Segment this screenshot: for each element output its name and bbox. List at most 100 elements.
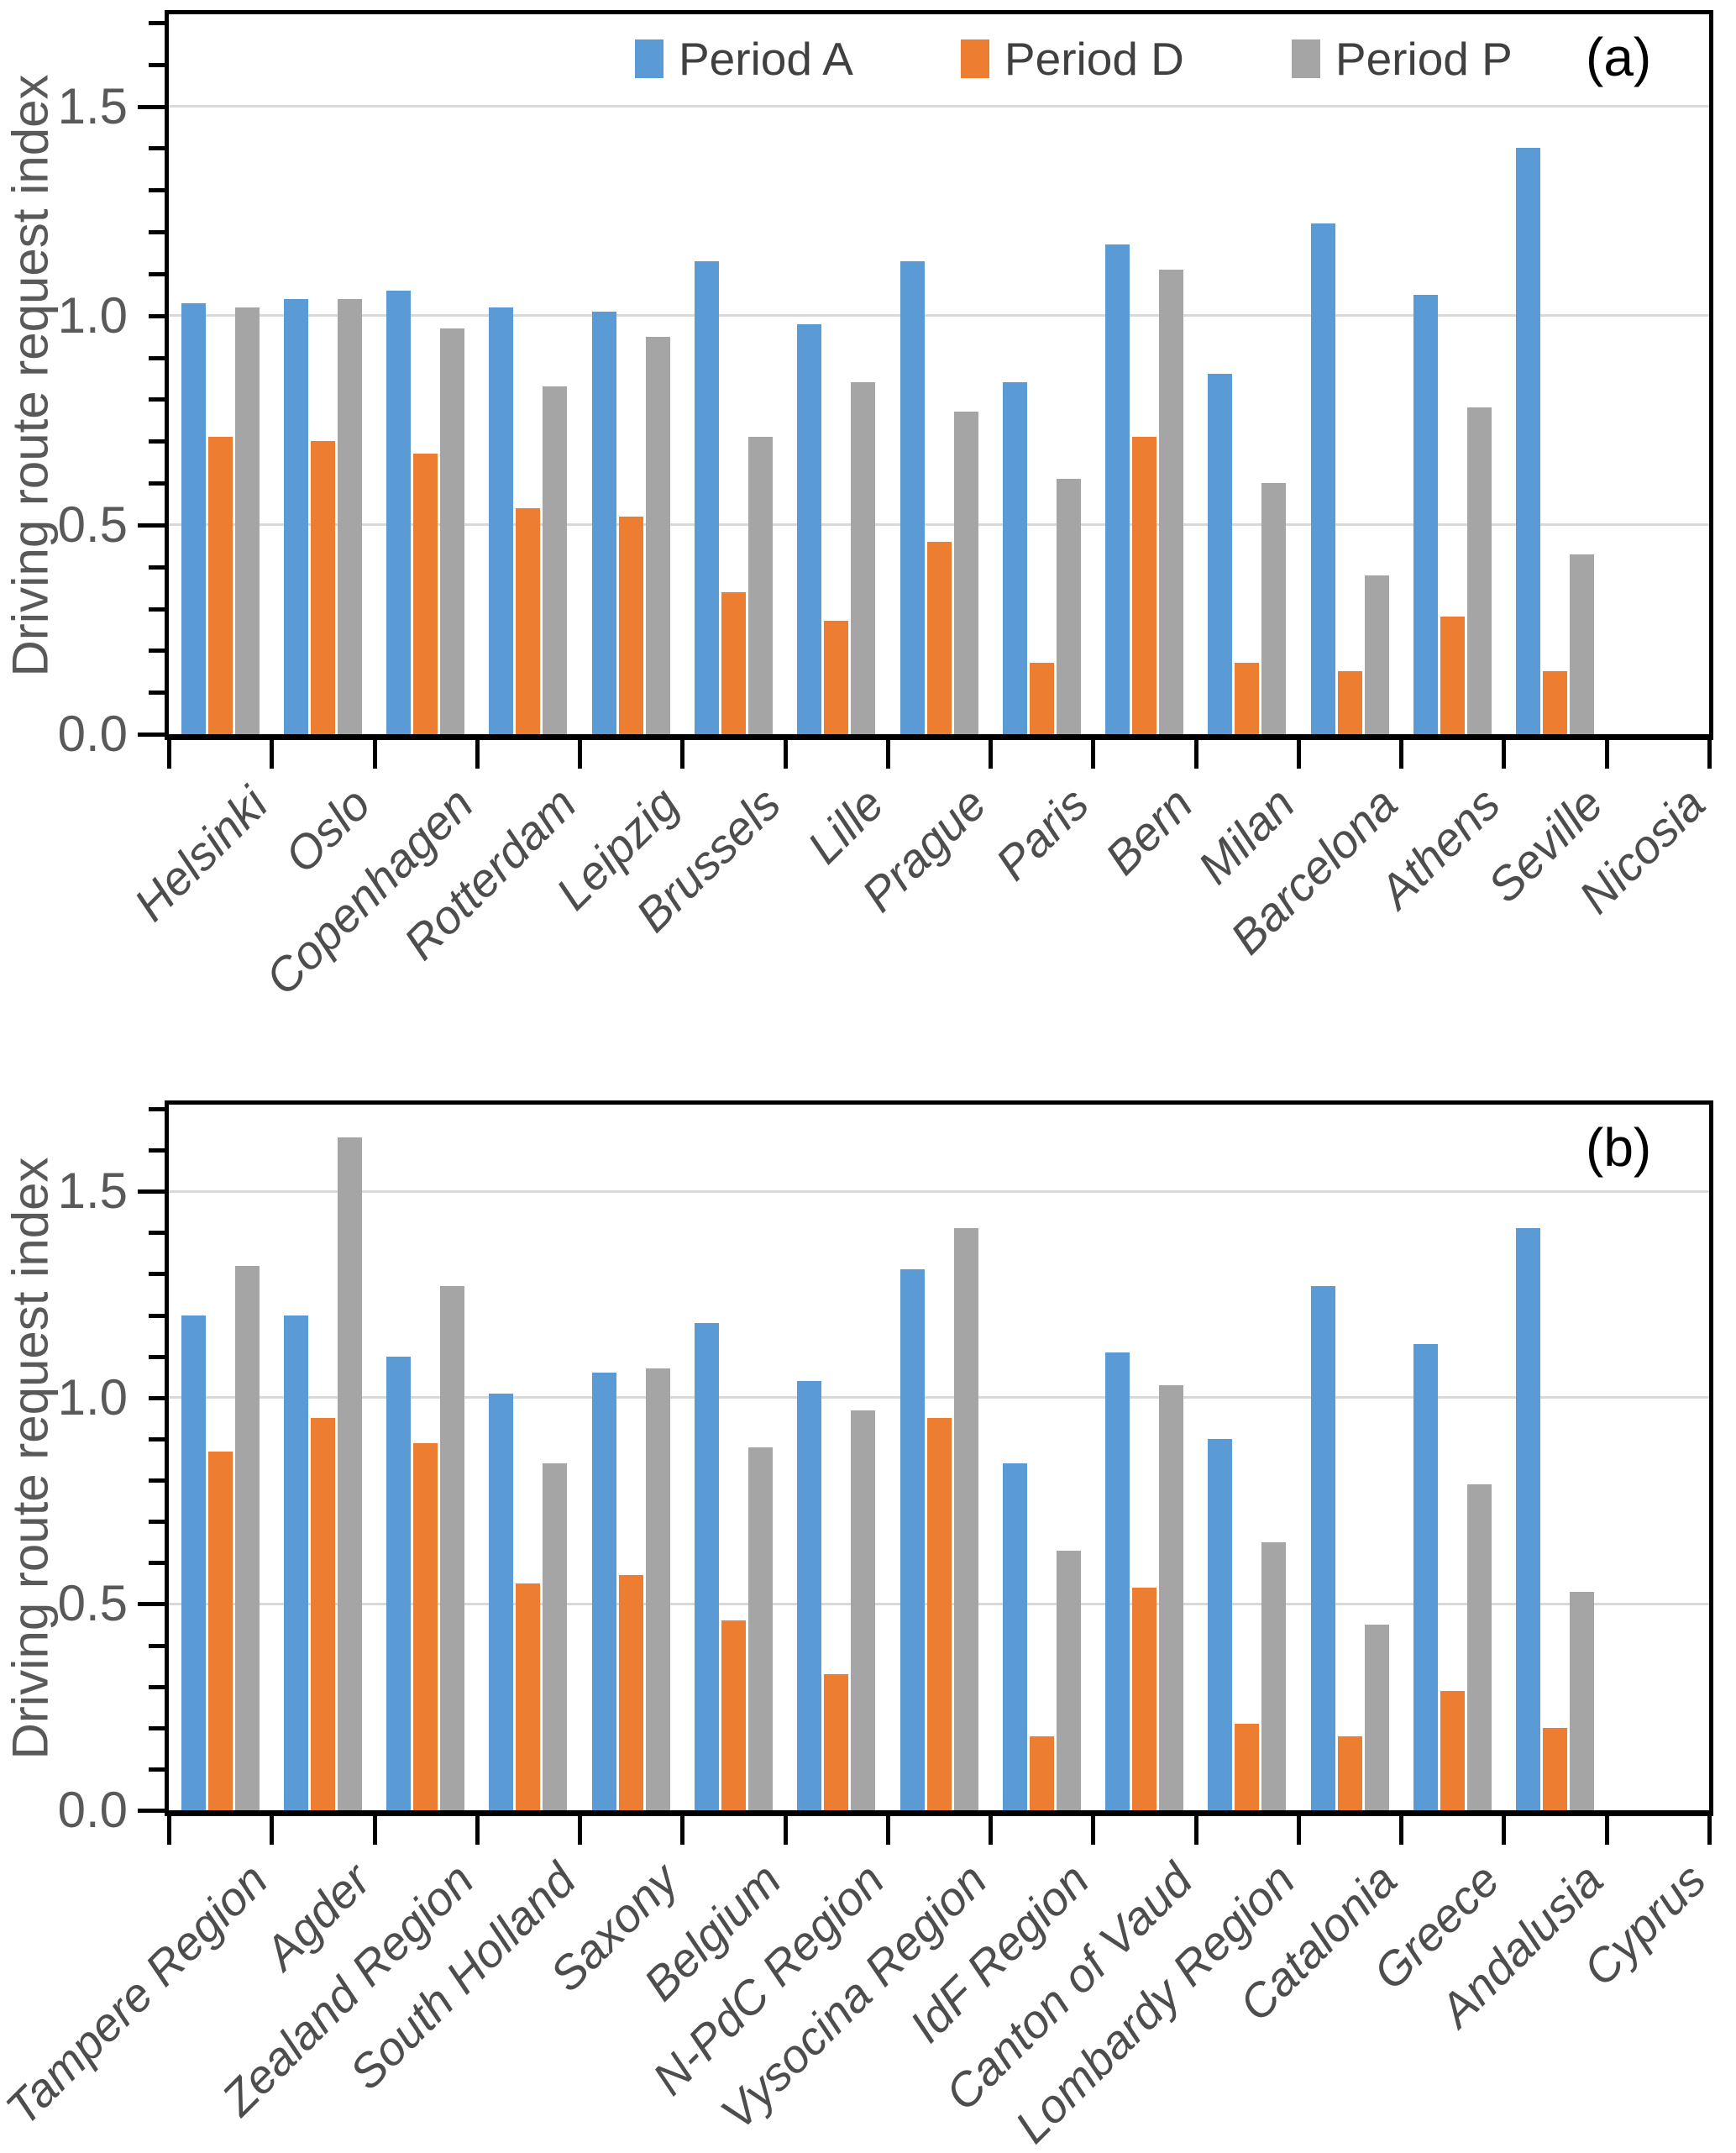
bar-period-d-helsinki [208, 437, 233, 734]
y-major-tick [138, 523, 165, 528]
panel-tag-a: (a) [1586, 27, 1652, 87]
bar-period-p-saxony [646, 1368, 670, 1810]
x-boundary-tick [680, 740, 684, 769]
y-minor-tick [149, 1231, 165, 1235]
y-minor-tick [149, 1148, 165, 1153]
bar-period-a-rotterdam [489, 307, 513, 734]
x-boundary-tick [680, 1816, 684, 1845]
bar-period-d-vysocina-region [927, 1418, 952, 1810]
y-minor-tick [149, 1314, 165, 1318]
bar-period-a-bern [1105, 244, 1130, 734]
y-minor-tick [149, 439, 165, 444]
x-boundary-tick [1707, 1816, 1712, 1845]
bar-period-a-copenhagen [386, 291, 411, 734]
x-boundary-tick [1297, 1816, 1301, 1845]
bar-period-a-idf-region [1003, 1463, 1027, 1810]
bar-period-d-lille [824, 621, 848, 734]
bar-period-d-andalusia [1543, 1728, 1567, 1810]
y-minor-tick [149, 1767, 165, 1772]
x-boundary-tick [1399, 740, 1403, 769]
y-minor-tick [149, 1437, 165, 1441]
y-axis-title: Driving route request index [2, 1157, 59, 1760]
y-minor-tick [149, 63, 165, 67]
bar-period-a-saxony [592, 1373, 616, 1810]
y-major-tick [138, 1809, 165, 1813]
x-boundary-tick [1194, 740, 1198, 769]
y-minor-tick [149, 1478, 165, 1483]
legend-label: Period A [679, 33, 853, 85]
y-major-tick [138, 1602, 165, 1606]
y-tick-label: 1.5 [57, 1163, 128, 1219]
y-minor-tick [149, 649, 165, 653]
x-boundary-tick [1091, 1816, 1095, 1845]
y-tick-label: 0.5 [57, 496, 128, 553]
y-major-tick [138, 733, 165, 737]
y-minor-tick [149, 1726, 165, 1730]
x-boundary-tick [578, 1816, 582, 1845]
bar-period-p-n-pdc-region [851, 1410, 875, 1810]
y-minor-tick [149, 188, 165, 192]
bar-period-a-belgium [695, 1323, 719, 1810]
y-minor-tick [149, 314, 165, 318]
bar-period-a-prague [900, 261, 925, 734]
plot-inner [169, 1105, 1709, 1810]
bar-period-p-brussels [748, 437, 773, 734]
bar-period-a-agder [284, 1315, 308, 1810]
y-minor-tick [149, 1355, 165, 1359]
bar-period-a-seville [1516, 148, 1540, 734]
y-minor-tick [149, 230, 165, 234]
bar-period-p-lombardy-region [1261, 1542, 1286, 1810]
bar-period-p-idf-region [1057, 1551, 1081, 1810]
bar-period-a-brussels [695, 261, 719, 734]
y-tick-label: 1.5 [57, 78, 128, 134]
bar-period-d-idf-region [1030, 1736, 1054, 1810]
gridline-y-1 [169, 314, 1709, 317]
bar-period-p-rotterdam [543, 386, 567, 734]
bar-period-d-copenhagen [413, 454, 438, 734]
legend-label: Period P [1335, 33, 1513, 85]
bar-period-d-n-pdc-region [824, 1674, 848, 1810]
y-tick-label: 1.0 [57, 287, 128, 344]
bar-period-d-barcelona [1338, 671, 1362, 734]
bar-period-d-agder [311, 1418, 335, 1810]
gridline-y-0.5 [169, 523, 1709, 526]
bar-period-a-lombardy-region [1208, 1439, 1232, 1810]
x-boundary-tick [784, 740, 788, 769]
bar-period-d-prague [927, 542, 952, 734]
y-minor-tick [149, 1272, 165, 1276]
bar-period-a-south-holland [489, 1394, 513, 1810]
y-minor-tick [149, 1644, 165, 1648]
category-label-bern: Bern [1094, 776, 1203, 885]
bar-period-p-catalonia [1365, 1625, 1389, 1810]
bar-period-d-tampere-region [208, 1452, 233, 1810]
bar-period-p-paris [1057, 479, 1081, 734]
x-boundary-tick [167, 740, 171, 769]
bar-period-p-barcelona [1365, 575, 1389, 734]
x-boundary-tick [989, 1816, 993, 1845]
y-minor-tick [149, 1561, 165, 1565]
panel-tag-b: (b) [1586, 1117, 1652, 1178]
bar-period-d-greece [1440, 1691, 1465, 1810]
x-boundary-tick [1399, 1816, 1403, 1845]
y-tick-label: 0.5 [57, 1575, 128, 1631]
bar-period-a-barcelona [1311, 223, 1335, 734]
bar-period-a-lille [797, 324, 821, 734]
bar-period-d-milan [1235, 663, 1259, 734]
x-boundary-tick [578, 740, 582, 769]
y-minor-tick [149, 607, 165, 612]
x-boundary-tick [886, 740, 890, 769]
bar-period-p-prague [954, 412, 978, 734]
gridline-y-1 [169, 1396, 1709, 1399]
x-boundary-tick [989, 740, 993, 769]
x-boundary-tick [1194, 1816, 1198, 1845]
bar-period-a-greece [1413, 1344, 1438, 1810]
gridline-y-1.5 [169, 1190, 1709, 1193]
y-tick-label: 0.0 [57, 1782, 128, 1838]
bar-period-p-tampere-region [235, 1266, 260, 1810]
bar-period-p-leipzig [646, 337, 670, 734]
bar-period-d-south-holland [516, 1583, 540, 1810]
bar-period-d-athens [1440, 617, 1465, 734]
bar-period-a-athens [1413, 295, 1438, 734]
x-boundary-tick [886, 1816, 890, 1845]
x-boundary-tick [270, 1816, 274, 1845]
